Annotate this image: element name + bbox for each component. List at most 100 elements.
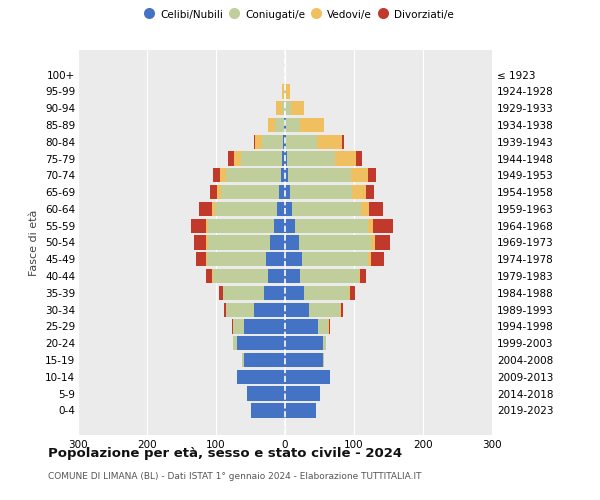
Bar	[285, 118, 286, 132]
Bar	[241, 152, 282, 166]
Bar	[270, 236, 285, 250]
Bar	[208, 218, 274, 233]
Bar	[335, 152, 356, 166]
Bar	[350, 286, 355, 300]
Bar	[371, 252, 383, 266]
Bar	[254, 302, 285, 317]
Bar	[285, 168, 289, 182]
Bar	[285, 84, 286, 98]
Bar	[266, 252, 285, 266]
Bar	[285, 269, 300, 283]
Bar	[323, 336, 326, 350]
Bar	[244, 353, 285, 367]
Bar	[233, 336, 236, 350]
Bar	[283, 134, 285, 149]
Bar	[213, 168, 220, 182]
Bar	[191, 218, 206, 233]
Bar	[285, 302, 309, 317]
Bar	[226, 168, 281, 182]
Bar	[206, 269, 212, 283]
Bar	[285, 336, 323, 350]
Bar	[300, 269, 359, 283]
Bar	[247, 386, 285, 400]
Bar	[285, 218, 295, 233]
Bar	[361, 202, 369, 216]
Bar	[359, 269, 360, 283]
Bar	[206, 252, 207, 266]
Bar	[256, 134, 262, 149]
Bar	[212, 269, 268, 283]
Bar	[280, 185, 285, 200]
Bar	[368, 168, 376, 182]
Bar	[285, 202, 292, 216]
Bar	[328, 320, 329, 334]
Bar	[285, 353, 323, 367]
Bar	[211, 185, 217, 200]
Bar	[234, 152, 241, 166]
Bar	[290, 185, 352, 200]
Bar	[221, 185, 280, 200]
Bar	[226, 302, 254, 317]
Bar	[285, 403, 316, 417]
Bar	[276, 101, 281, 116]
Bar	[360, 269, 366, 283]
Bar	[242, 353, 244, 367]
Bar	[251, 403, 285, 417]
Bar	[244, 320, 285, 334]
Bar	[275, 118, 284, 132]
Bar	[341, 302, 343, 317]
Bar	[286, 134, 317, 149]
Bar	[368, 252, 371, 266]
Bar	[369, 202, 383, 216]
Bar	[285, 236, 299, 250]
Bar	[199, 202, 212, 216]
Bar	[350, 168, 368, 182]
Bar	[236, 370, 285, 384]
Bar	[374, 236, 390, 250]
Bar	[300, 118, 325, 132]
Bar	[215, 202, 277, 216]
Bar	[299, 236, 371, 250]
Bar	[282, 152, 285, 166]
Bar	[340, 302, 341, 317]
Bar	[262, 134, 283, 149]
Bar	[285, 185, 290, 200]
Bar	[318, 320, 328, 334]
Bar	[208, 236, 270, 250]
Bar	[207, 252, 266, 266]
Bar	[309, 302, 340, 317]
Bar	[285, 152, 287, 166]
Bar	[282, 84, 284, 98]
Bar	[285, 134, 286, 149]
Bar	[194, 236, 206, 250]
Bar	[323, 353, 325, 367]
Bar	[217, 185, 221, 200]
Bar	[212, 202, 215, 216]
Bar	[265, 286, 285, 300]
Bar	[284, 84, 285, 98]
Bar	[232, 320, 233, 334]
Bar	[304, 286, 349, 300]
Legend: Celibi/Nubili, Coniugati/e, Vedovi/e, Divorziati/e: Celibi/Nubili, Coniugati/e, Vedovi/e, Di…	[143, 5, 457, 24]
Bar	[229, 152, 234, 166]
Bar	[285, 252, 302, 266]
Bar	[366, 185, 374, 200]
Bar	[285, 320, 318, 334]
Bar	[220, 168, 226, 182]
Bar	[274, 218, 285, 233]
Text: Popolazione per età, sesso e stato civile - 2024: Popolazione per età, sesso e stato civil…	[48, 448, 402, 460]
Bar	[368, 218, 373, 233]
Bar	[284, 118, 285, 132]
Bar	[268, 118, 275, 132]
Bar	[317, 134, 341, 149]
Y-axis label: Fasce di età: Fasce di età	[29, 210, 40, 276]
Bar	[371, 236, 374, 250]
Bar	[223, 286, 265, 300]
Bar	[281, 101, 285, 116]
Bar	[285, 286, 304, 300]
Bar	[254, 134, 256, 149]
Bar	[285, 101, 290, 116]
Bar	[287, 152, 335, 166]
Bar	[196, 252, 206, 266]
Bar	[286, 118, 300, 132]
